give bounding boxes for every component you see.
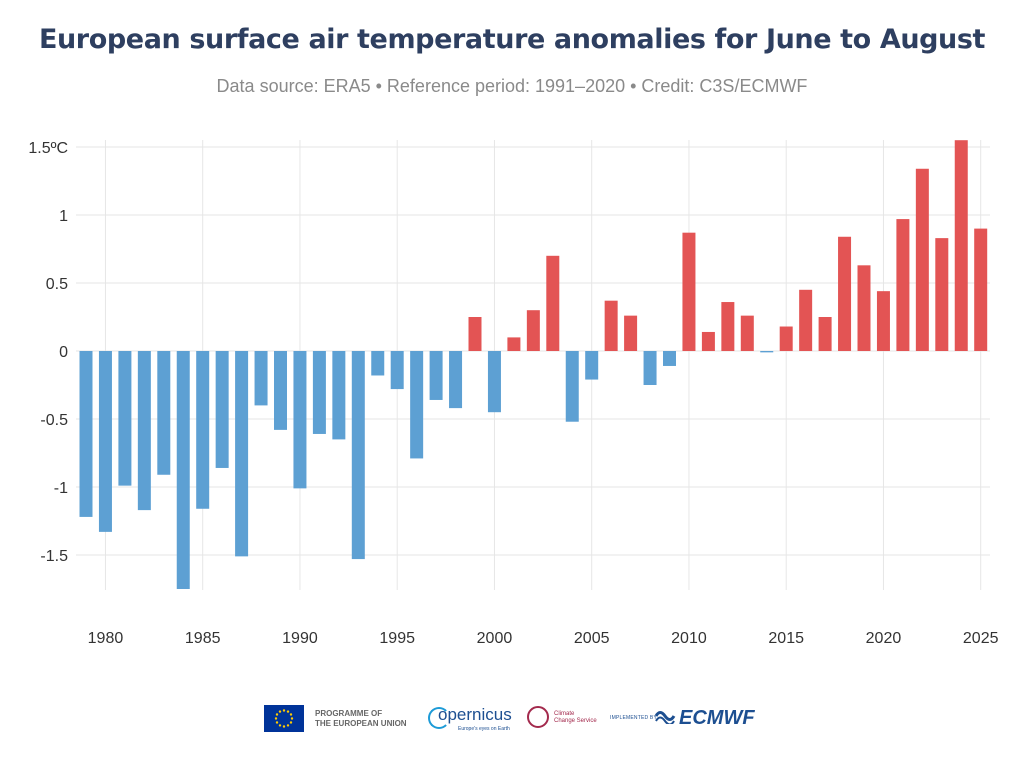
bar-2021 bbox=[896, 219, 910, 351]
bar-1994 bbox=[371, 351, 385, 376]
bar-2025 bbox=[974, 228, 988, 351]
bar-1983 bbox=[157, 351, 171, 475]
footer-logos: PROGRAMME OF THE EUROPEAN UNION opernicu… bbox=[0, 700, 1024, 740]
eu-flag-icon bbox=[264, 705, 304, 732]
bar-2002 bbox=[526, 310, 540, 351]
bar-2003 bbox=[546, 255, 560, 351]
copernicus-wordmark: opernicus bbox=[438, 705, 512, 724]
ccs-thermometer-icon bbox=[527, 706, 549, 728]
copernicus-tagline: Europe's eyes on Earth bbox=[458, 726, 510, 732]
x-tick-label: 1995 bbox=[379, 630, 415, 647]
eu-programme-text: PROGRAMME OF THE EUROPEAN UNION bbox=[315, 709, 407, 729]
bar-1979 bbox=[79, 351, 93, 517]
x-tick-label: 2000 bbox=[477, 630, 513, 647]
bar-2000 bbox=[487, 351, 501, 413]
bar-2019 bbox=[857, 265, 871, 351]
chart-title: European surface air temperature anomali… bbox=[38, 24, 986, 55]
implemented-by-text: IMPLEMENTED BY bbox=[610, 715, 657, 721]
x-tick-label: 2025 bbox=[963, 630, 999, 647]
x-tick-label: 2015 bbox=[768, 630, 804, 647]
bar-1982 bbox=[137, 351, 151, 511]
bar-2022 bbox=[915, 168, 929, 351]
bar-2007 bbox=[624, 315, 638, 351]
bar-1981 bbox=[118, 351, 132, 486]
bar-2008 bbox=[643, 351, 657, 385]
bar-chart: 1.5ºC 1 0.5 0 -0.5 -1 -1.5 1980 1985 1990 1995 2000… bbox=[28, 140, 999, 647]
y-tick-label: -1.5 bbox=[40, 548, 68, 565]
bar-2011 bbox=[701, 331, 715, 351]
bar-2023 bbox=[935, 238, 949, 351]
bar-2024 bbox=[954, 140, 968, 351]
climate-change-service-logo: Climate Change Service bbox=[527, 704, 627, 734]
bar-2004 bbox=[565, 351, 579, 422]
bar-1985 bbox=[196, 351, 210, 509]
bar-2001 bbox=[507, 337, 521, 351]
bar-2020 bbox=[876, 291, 890, 351]
y-tick-label: 0 bbox=[59, 344, 68, 361]
bar-1990 bbox=[293, 351, 307, 489]
ccs-text: Climate Change Service bbox=[554, 711, 597, 725]
bar-1984 bbox=[176, 351, 190, 589]
y-tick-label: -0.5 bbox=[40, 412, 68, 429]
bar-2015 bbox=[779, 326, 793, 351]
x-tick-label: 2005 bbox=[574, 630, 610, 647]
ecmwf-wordmark: ECMWF bbox=[679, 707, 755, 729]
bar-2012 bbox=[721, 302, 735, 351]
bar-2009 bbox=[663, 351, 676, 366]
chart-subtitle: Data source: ERA5 • Reference period: 19… bbox=[216, 76, 808, 96]
x-tick-label: 1980 bbox=[88, 630, 124, 647]
x-tick-label: 2020 bbox=[866, 630, 902, 647]
copernicus-ring-icon bbox=[428, 707, 450, 729]
bar-2017 bbox=[818, 317, 832, 351]
bar-1991 bbox=[312, 351, 326, 434]
bar-1996 bbox=[410, 351, 424, 459]
bar-1992 bbox=[332, 351, 346, 440]
eu-line-2: THE EUROPEAN UNION bbox=[315, 719, 407, 728]
bar-1980 bbox=[98, 351, 112, 532]
x-tick-label: 2010 bbox=[671, 630, 707, 647]
bar-1995 bbox=[390, 351, 404, 390]
bar-1997 bbox=[429, 351, 443, 400]
y-tick-label: 0.5 bbox=[46, 276, 68, 293]
y-tick-label: 1.5ºC bbox=[28, 140, 68, 157]
bar-2005 bbox=[585, 351, 599, 380]
eu-line-1: PROGRAMME OF bbox=[315, 709, 383, 718]
ccs-line-2: Change Service bbox=[554, 718, 597, 724]
bar-2016 bbox=[799, 289, 813, 351]
ecmwf-logo: ECMWF bbox=[654, 707, 755, 730]
bar-2010 bbox=[682, 232, 696, 351]
copernicus-logo: opernicus Europe's eyes on Earth bbox=[428, 704, 538, 734]
bar-1998 bbox=[449, 351, 463, 409]
bar-1989 bbox=[274, 351, 287, 430]
bar-1993 bbox=[351, 351, 365, 560]
y-tick-label: 1 bbox=[59, 208, 68, 225]
ecmwf-swirl-icon bbox=[654, 707, 676, 730]
bar-1987 bbox=[235, 351, 249, 557]
bar-2013 bbox=[740, 315, 754, 351]
bar-2006 bbox=[604, 300, 618, 351]
y-tick-label: -1 bbox=[54, 480, 68, 497]
bar-1988 bbox=[254, 351, 268, 406]
bar-2018 bbox=[838, 236, 852, 351]
bar-1986 bbox=[215, 351, 229, 468]
x-tick-label: 1985 bbox=[185, 630, 221, 647]
x-tick-label: 1990 bbox=[282, 630, 318, 647]
ccs-line-1: Climate bbox=[554, 711, 575, 717]
bar-2014 bbox=[760, 351, 774, 353]
bar-1999 bbox=[468, 317, 482, 351]
